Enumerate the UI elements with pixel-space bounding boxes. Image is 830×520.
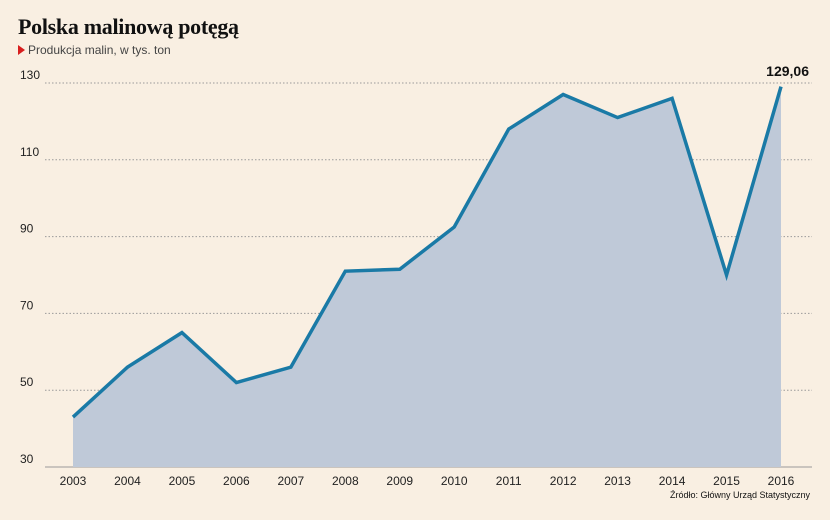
- y-tick-label: 90: [20, 222, 34, 236]
- x-tick-label: 2009: [386, 474, 413, 488]
- x-axis-ticks: 2003 2004 2005 2006 2007 2008 2009 2010 2011 2012…: [60, 474, 795, 488]
- y-axis-ticks: 30 50 70 90 110 130: [20, 68, 40, 466]
- series-line-group: [71, 86, 783, 419]
- x-tick-label: 2011: [496, 474, 522, 488]
- y-tick-label: 130: [20, 68, 40, 82]
- y-tick-label: 50: [20, 375, 34, 389]
- x-tick-label: 2004: [114, 474, 141, 488]
- x-tick-label: 2005: [169, 474, 196, 488]
- area-fill-group: [73, 86, 781, 468]
- x-tick-label: 2015: [713, 474, 740, 488]
- chart-title: Polska malinową potęgą: [18, 14, 239, 39]
- y-tick-label: 70: [20, 298, 34, 312]
- annotations: 129,06: [766, 63, 809, 79]
- x-tick-label: 2016: [768, 474, 795, 488]
- series-line: [71, 86, 783, 419]
- subtitle-text: Produkcja malin, w tys. ton: [28, 43, 171, 57]
- source-note: Źródło: Główny Urząd Statystyczny: [669, 490, 810, 500]
- x-tick-label: 2007: [277, 474, 304, 488]
- x-tick-label: 2006: [223, 474, 250, 488]
- value-callout: 129,06: [766, 63, 809, 79]
- x-tick-label: 2012: [550, 474, 577, 488]
- red-triangle-icon: [18, 45, 25, 55]
- chart-subtitle: Produkcja malin, w tys. ton: [18, 43, 171, 57]
- x-tick-label: 2010: [441, 474, 468, 488]
- x-tick-label: 2013: [604, 474, 631, 488]
- area-fill: [73, 86, 781, 468]
- y-tick-label: 110: [20, 145, 39, 159]
- x-tick-label: 2014: [659, 474, 686, 488]
- y-tick-label: 30: [20, 452, 34, 466]
- x-tick-label: 2003: [60, 474, 87, 488]
- x-tick-label: 2008: [332, 474, 359, 488]
